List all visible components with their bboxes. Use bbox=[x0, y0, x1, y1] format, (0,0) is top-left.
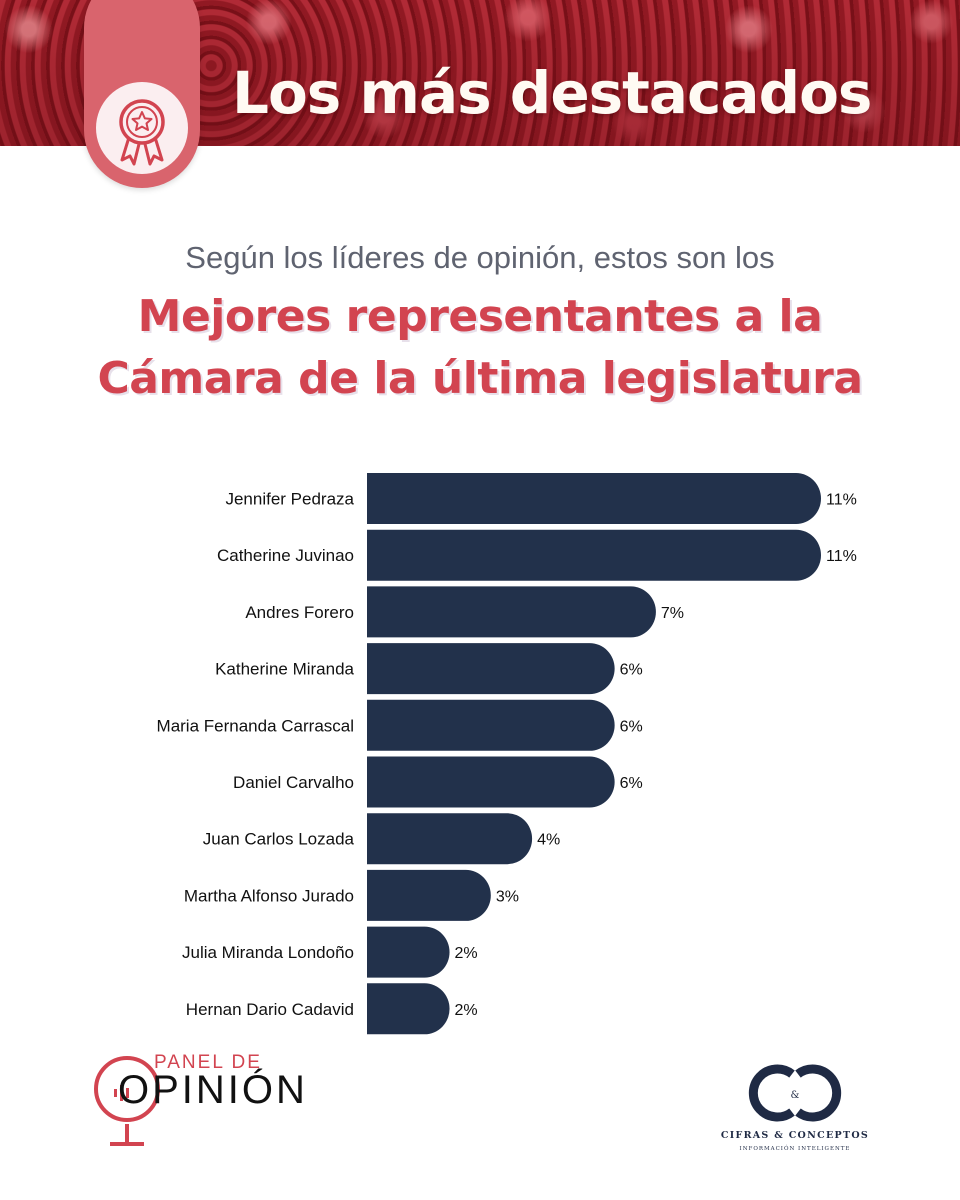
panel-logo-main: OPINIÓN bbox=[118, 1068, 308, 1112]
sound-wave-icon bbox=[114, 1085, 129, 1101]
value-label: 3% bbox=[496, 888, 519, 905]
headline-line-1: Mejores representantes a la bbox=[137, 291, 823, 342]
value-label: 11% bbox=[826, 548, 857, 565]
bar-3 bbox=[367, 586, 656, 638]
bar-8 bbox=[367, 869, 491, 921]
headline-subtitle: Según los líderes de opinión, estos son … bbox=[185, 240, 775, 275]
bar-1 bbox=[367, 473, 821, 524]
cc-logo-tagline: INFORMACIÓN INTELIGENTE bbox=[739, 1146, 851, 1152]
value-label: 6% bbox=[620, 718, 643, 735]
microphone-stem bbox=[125, 1124, 129, 1142]
headline-title: Mejores representantes a la Cámara de la… bbox=[0, 286, 960, 410]
award-ribbon-icon bbox=[96, 82, 188, 174]
bar-5 bbox=[367, 699, 615, 751]
value-label: 2% bbox=[455, 1002, 478, 1019]
bar-2 bbox=[367, 529, 821, 581]
bar-4 bbox=[367, 643, 615, 695]
bar-7 bbox=[367, 813, 533, 865]
microphone-base bbox=[110, 1142, 144, 1146]
value-label: 11% bbox=[826, 492, 857, 509]
value-label: 6% bbox=[620, 775, 643, 792]
headline-line-2: Cámara de la última legislatura bbox=[97, 353, 863, 404]
microphone-icon bbox=[94, 1056, 160, 1122]
panel-de-opinion-logo: PANEL DE OPINIÓN bbox=[92, 1050, 312, 1160]
category-label: Maria Fernanda Carrascal bbox=[157, 716, 354, 735]
page-title: Los más destacados bbox=[232, 59, 872, 127]
cifras-conceptos-logo: & CIFRAS & CONCEPTOS INFORMACIÓN INTELIG… bbox=[720, 1060, 870, 1160]
category-label: Hernan Dario Cadavid bbox=[186, 1000, 354, 1019]
bar-9 bbox=[367, 926, 450, 978]
value-label: 6% bbox=[620, 662, 643, 679]
cc-logo-name: CIFRAS & CONCEPTOS bbox=[720, 1130, 870, 1141]
value-label: 4% bbox=[537, 832, 560, 849]
value-label: 7% bbox=[661, 605, 684, 622]
category-label: Catherine Juvinao bbox=[217, 546, 354, 565]
category-label: Juan Carlos Lozada bbox=[203, 830, 355, 849]
category-label: Andres Forero bbox=[245, 603, 354, 622]
svg-text:&: & bbox=[791, 1090, 800, 1101]
category-label: Katherine Miranda bbox=[215, 660, 354, 679]
category-label: Daniel Carvalho bbox=[233, 773, 354, 792]
bar-6 bbox=[367, 756, 615, 808]
bar-10 bbox=[367, 983, 450, 1035]
panel-logo-top: PANEL DE bbox=[154, 1052, 262, 1073]
category-label: Julia Miranda Londoño bbox=[182, 943, 354, 962]
value-label: 2% bbox=[455, 945, 478, 962]
category-label: Martha Alfonso Jurado bbox=[184, 886, 354, 905]
cc-monogram-icon: & bbox=[748, 1064, 842, 1122]
category-label: Jennifer Pedraza bbox=[225, 490, 354, 509]
